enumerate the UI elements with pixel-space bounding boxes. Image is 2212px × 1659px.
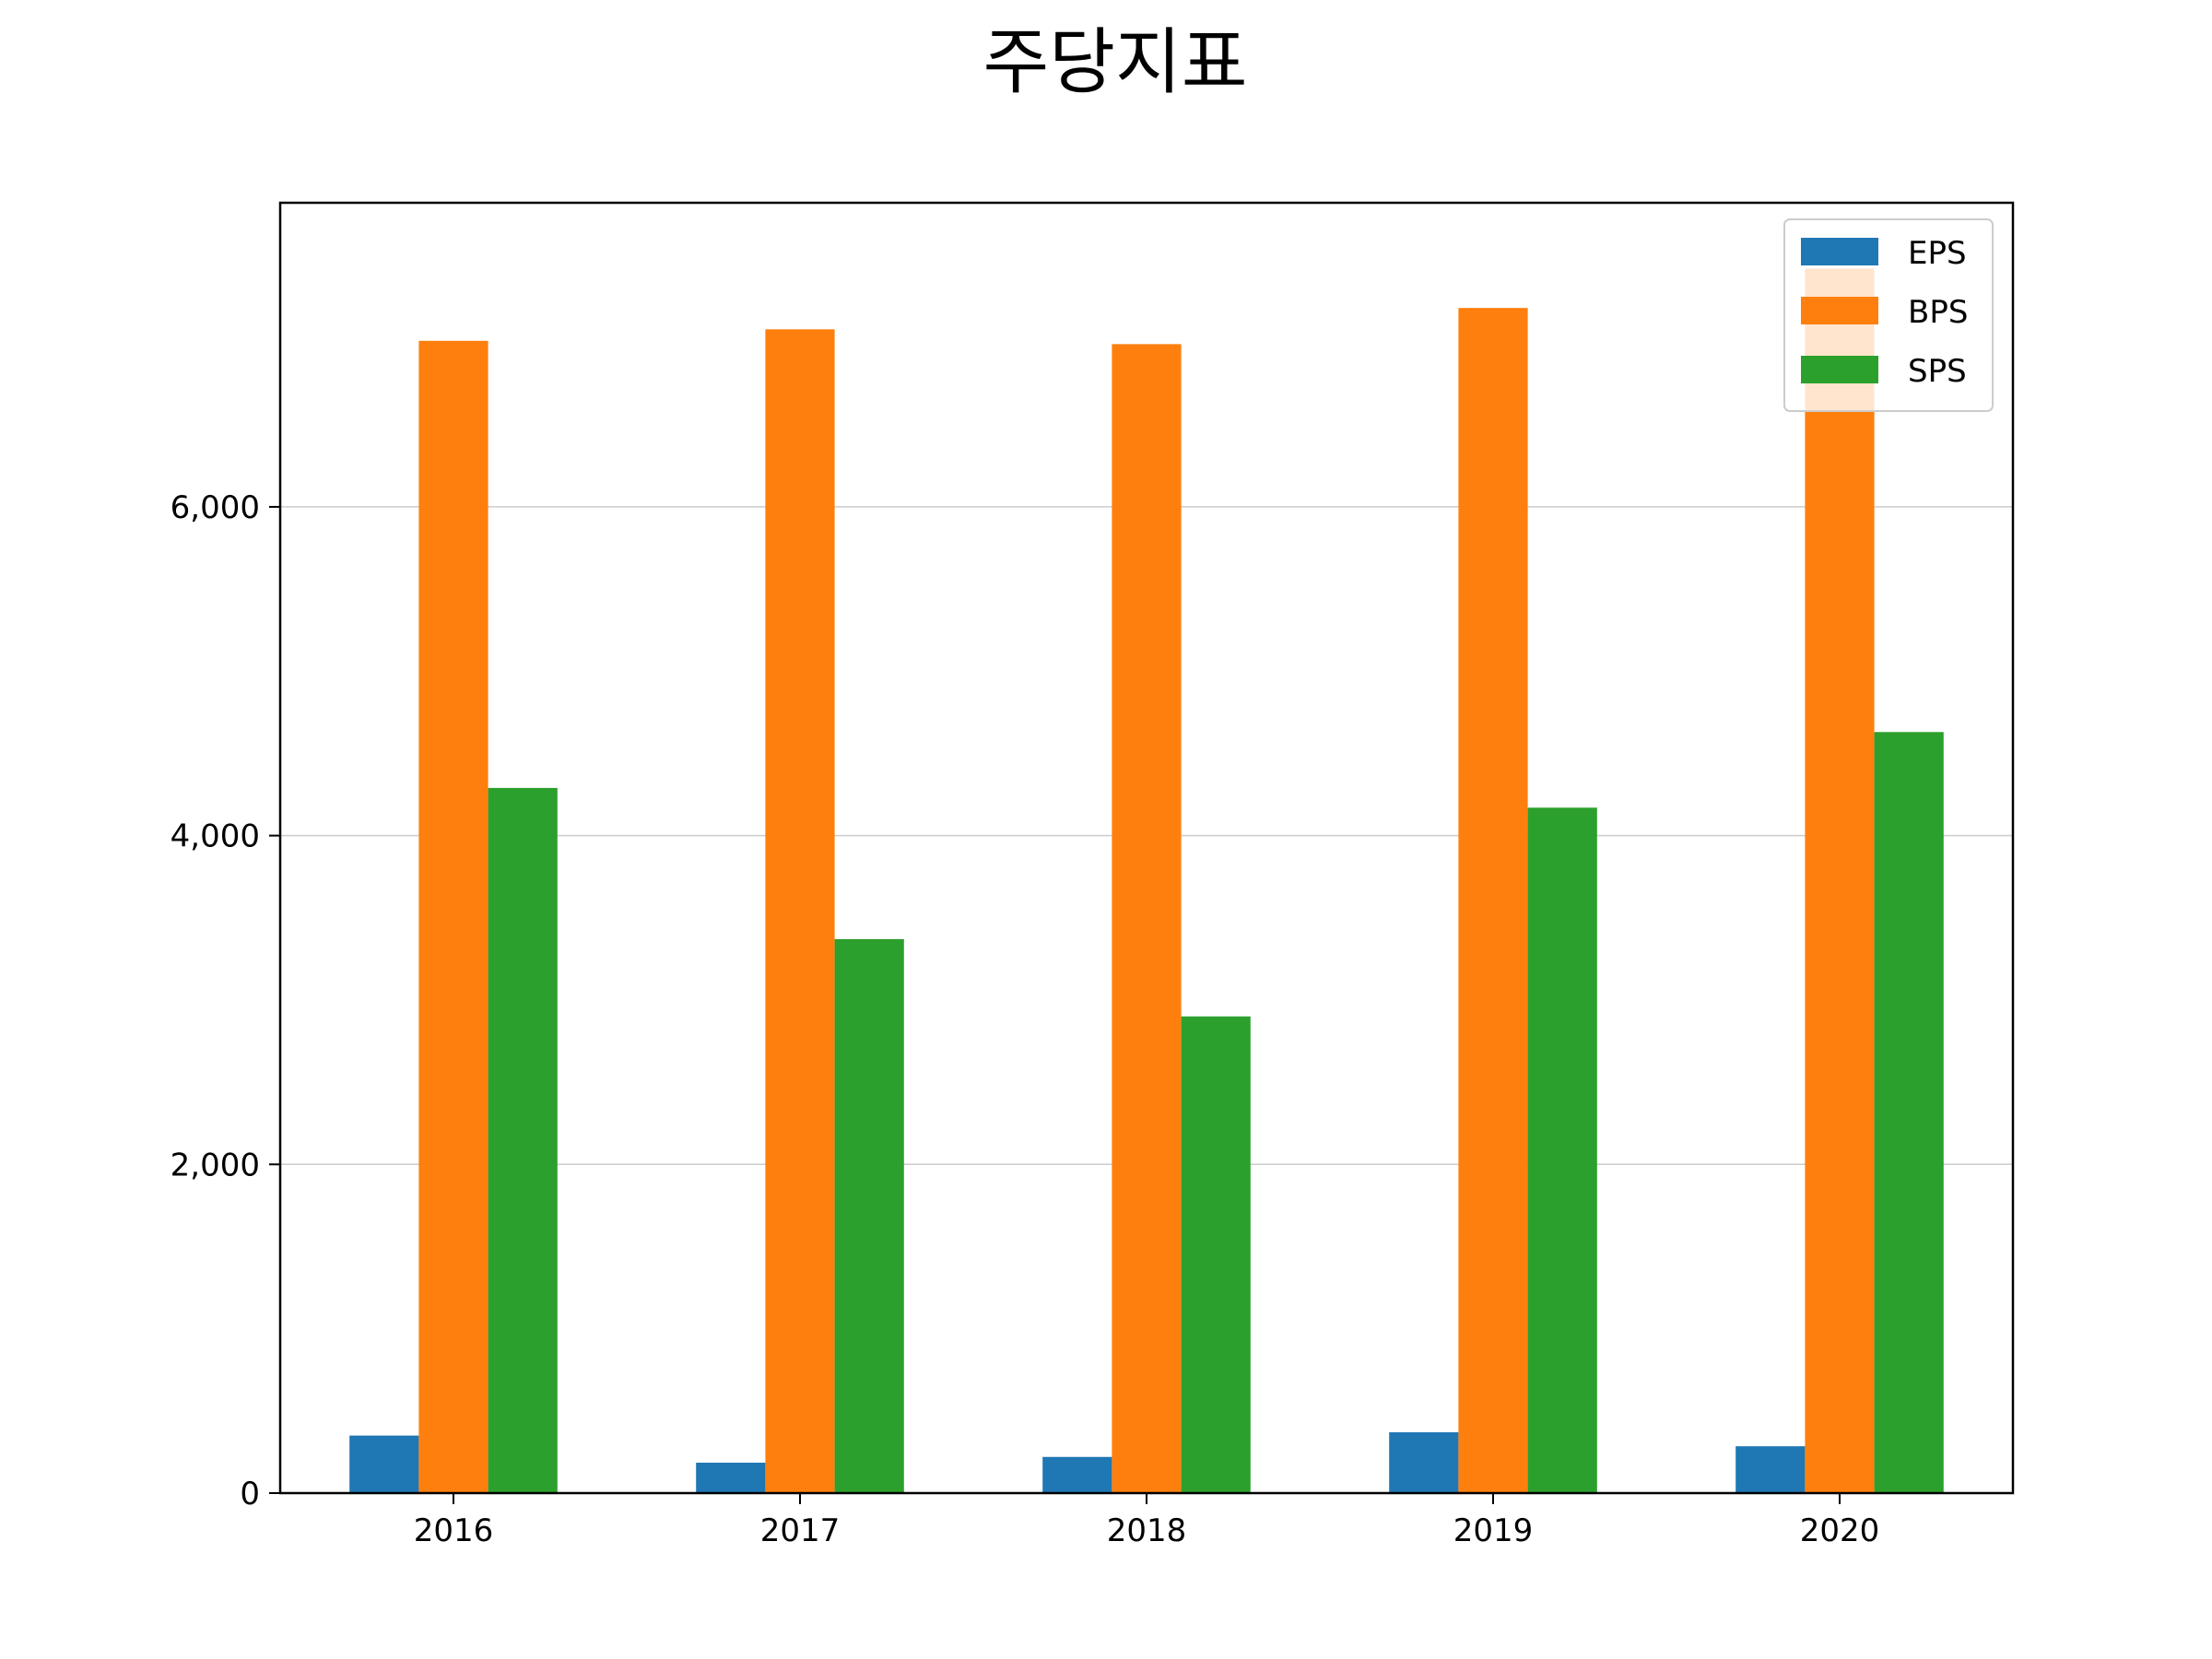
legend-label-bps: BPS: [1908, 294, 1968, 331]
bar-eps-2019: [1389, 1432, 1459, 1493]
legend-label-eps: EPS: [1908, 235, 1967, 272]
legend: EPS BPS SPS: [1783, 218, 1994, 412]
bar-eps-2018: [1042, 1456, 1112, 1493]
bar-sps-2020: [1874, 732, 1944, 1493]
bar-bps-2019: [1458, 308, 1528, 1493]
bar-bps-2018: [1112, 344, 1182, 1494]
x-tick-label: 2018: [1107, 1512, 1187, 1549]
x-tick-label: 2020: [1800, 1512, 1880, 1549]
y-tick-label: 0: [240, 1476, 260, 1512]
bar-bps-2020: [1805, 268, 1875, 1493]
bar-sps-2017: [834, 938, 904, 1493]
bar-bps-2016: [418, 340, 488, 1493]
bars: [349, 268, 1944, 1494]
y-tick-label: 2,000: [171, 1147, 260, 1183]
bar-eps-2017: [696, 1463, 766, 1493]
bar-sps-2018: [1181, 1016, 1251, 1493]
bar-eps-2020: [1735, 1446, 1806, 1493]
bar-bps-2017: [765, 329, 835, 1493]
legend-swatch-sps: [1801, 356, 1878, 383]
legend-label-sps: SPS: [1908, 353, 1967, 390]
y-tick-label: 4,000: [171, 818, 260, 855]
legend-swatch-eps: [1801, 238, 1878, 265]
x-tick-label: 2019: [1453, 1512, 1534, 1549]
y-axis: 0 2,000 4,000 6,000: [171, 489, 280, 1512]
bar-eps-2016: [349, 1435, 419, 1493]
chart-title: 주당지표: [982, 21, 1247, 104]
bar-sps-2016: [488, 787, 558, 1493]
legend-swatch-bps: [1801, 297, 1878, 324]
x-axis: 2016 2017 2018 2019 2020: [414, 1493, 1880, 1549]
x-tick-label: 2017: [760, 1512, 841, 1549]
y-tick-label: 6,000: [171, 489, 260, 526]
x-tick-label: 2016: [414, 1512, 494, 1549]
bar-sps-2019: [1527, 807, 1597, 1493]
